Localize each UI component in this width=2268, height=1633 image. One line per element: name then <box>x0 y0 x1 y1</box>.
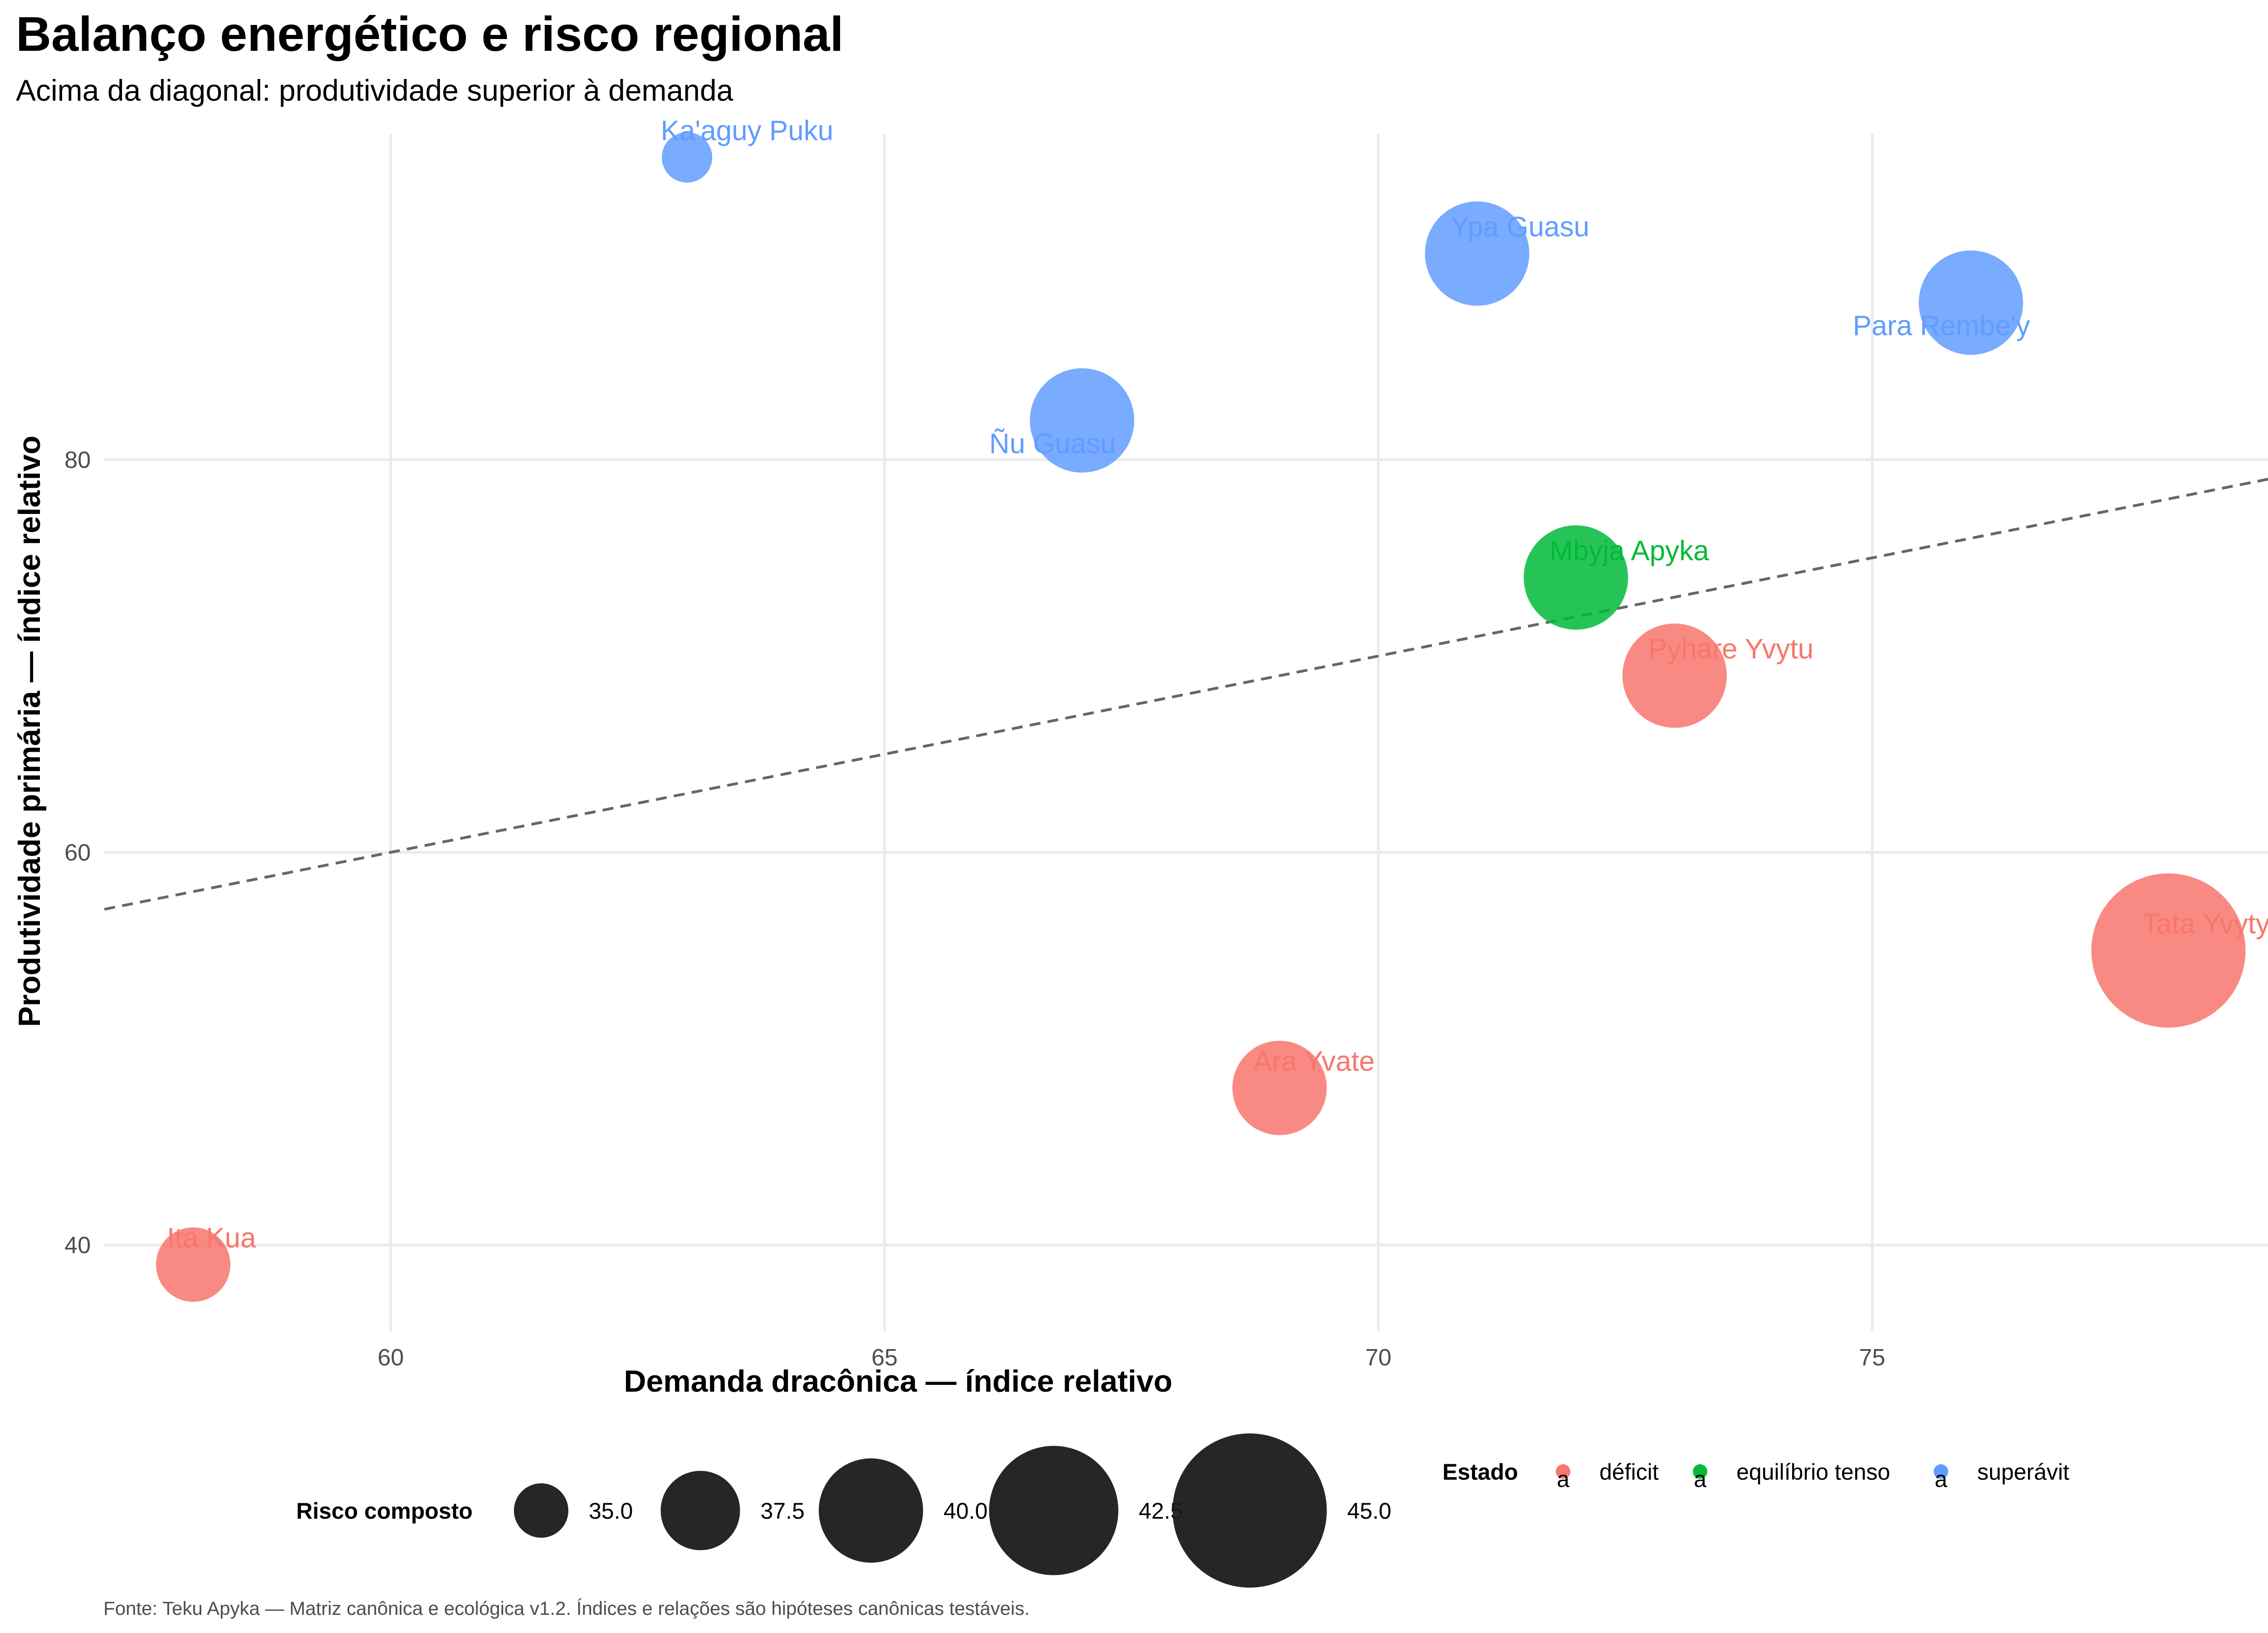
y-axis-title: Produtividade primária — índice relativo <box>12 435 47 1027</box>
x-tick-label: 70 <box>1365 1345 1392 1371</box>
grid <box>104 134 2268 1331</box>
point-label: Ñu Guasu <box>989 428 1116 460</box>
color-legend-key <box>1693 1464 1707 1479</box>
point-marker <box>156 1227 230 1302</box>
x-axis-title: Demanda dracônica — índice relativo <box>624 1364 1172 1398</box>
chart-subtitle: Acima da diagonal: produtividade superio… <box>16 73 733 107</box>
point-labels-layer: Ita Kua Ka'aguy Puku Ñu Guasu Ara Yvate Ypa … <box>167 115 2268 1254</box>
point-marker <box>1919 250 2024 355</box>
chart-title: Balanço energético e risco regional <box>16 6 844 61</box>
size-legend-key <box>660 1471 740 1550</box>
point-label: Para Rembe'y <box>1853 310 2030 342</box>
point-marker <box>1622 623 1727 728</box>
color-legend-key <box>1556 1464 1570 1479</box>
color-legend-glyph: a <box>1935 1467 1947 1492</box>
reference-diagonal <box>104 478 2268 911</box>
point-label: Ypa Guasu <box>1451 211 1589 243</box>
x-tick-label: 60 <box>377 1345 404 1371</box>
point-label: Pyhare Yvytu <box>1648 633 1813 665</box>
points-layer <box>156 132 2246 1302</box>
point-label: Ara Yvate <box>1253 1046 1375 1077</box>
ticks-layer: 60 65 70 75 40 60 80 <box>64 447 1885 1371</box>
chart-caption: Fonte: Teku Apyka — Matriz canônica e ec… <box>103 1598 1030 1619</box>
size-legend-label: 40.0 <box>943 1498 987 1524</box>
size-legend: Risco composto 35.0 37.5 40.0 42.5 45.0 <box>296 1433 1391 1588</box>
y-tick-label: 60 <box>64 840 91 866</box>
color-legend-glyph: a <box>1557 1467 1569 1492</box>
color-legend-label: superávit <box>1977 1459 2069 1485</box>
point-marker <box>1030 368 1134 473</box>
point-marker <box>1232 1041 1327 1135</box>
x-tick-label: 65 <box>871 1345 898 1371</box>
color-legend-glyph: a <box>1694 1467 1706 1492</box>
size-legend-title: Risco composto <box>296 1498 473 1524</box>
size-legend-key <box>1173 1433 1327 1588</box>
point-label: Mbyja Apyka <box>1549 535 1709 567</box>
point-marker <box>661 132 713 183</box>
color-legend: Estado a déficit a equilíbrio tenso a superáv… <box>1442 1459 2069 1492</box>
size-legend-key <box>514 1483 568 1538</box>
reference-line-layer <box>104 478 2268 911</box>
size-legend-label: 45.0 <box>1347 1498 1391 1524</box>
point-marker <box>1524 525 1628 630</box>
y-tick-label: 80 <box>64 447 91 473</box>
color-legend-key <box>1934 1464 1948 1479</box>
point-label: Ka'aguy Puku <box>661 115 834 147</box>
point-marker <box>2091 873 2246 1028</box>
size-legend-key <box>989 1446 1119 1575</box>
color-legend-title: Estado <box>1442 1459 1518 1485</box>
y-tick-label: 40 <box>64 1232 91 1259</box>
size-legend-label: 37.5 <box>761 1498 805 1524</box>
point-marker <box>1425 201 1530 306</box>
color-legend-label: equilíbrio tenso <box>1736 1459 1890 1485</box>
point-label: Tata Yvyty <box>2142 908 2268 939</box>
point-label: Ita Kua <box>167 1222 256 1254</box>
color-legend-label: déficit <box>1599 1459 1659 1485</box>
x-tick-label: 75 <box>1859 1345 1885 1371</box>
size-legend-key <box>819 1458 923 1563</box>
size-legend-label: 35.0 <box>589 1498 633 1524</box>
